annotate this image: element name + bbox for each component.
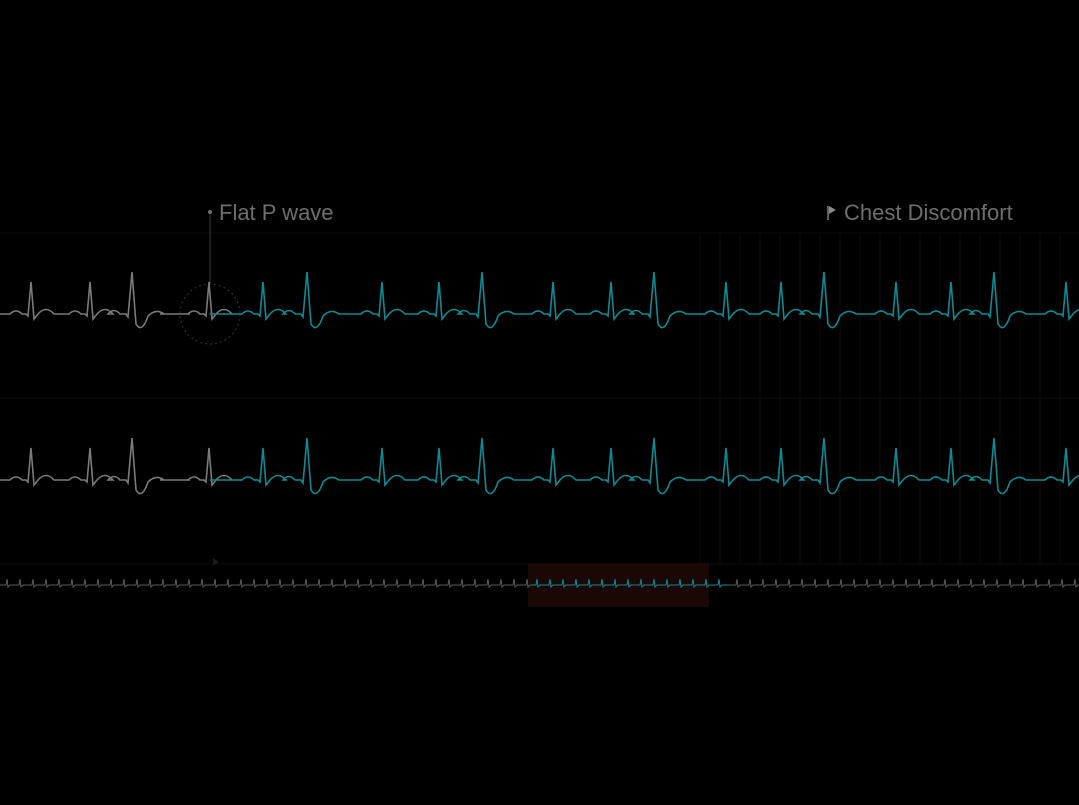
- lead-strip-upper[interactable]: [0, 271, 1079, 329]
- flag-icon: [827, 206, 836, 220]
- lead-strip-lower[interactable]: [0, 437, 1079, 495]
- upper-past-trace: [0, 271, 233, 329]
- pin-icon: [208, 210, 212, 214]
- lower-past-trace: [0, 437, 233, 495]
- event-region-bands: [699, 233, 1061, 564]
- overview-trace-right: [730, 578, 1079, 589]
- overview-trace-left: [0, 578, 531, 589]
- event-label[interactable]: Chest Discomfort: [844, 200, 1013, 225]
- grid: [0, 232, 1079, 565]
- overview-trace-selected: [530, 578, 730, 589]
- lower-live-trace: [210, 437, 1079, 495]
- overview-playhead-icon[interactable]: [213, 558, 219, 566]
- upper-live-trace: [210, 271, 1079, 329]
- finding-label[interactable]: Flat P wave: [219, 200, 334, 225]
- overview-strip[interactable]: [0, 578, 1079, 589]
